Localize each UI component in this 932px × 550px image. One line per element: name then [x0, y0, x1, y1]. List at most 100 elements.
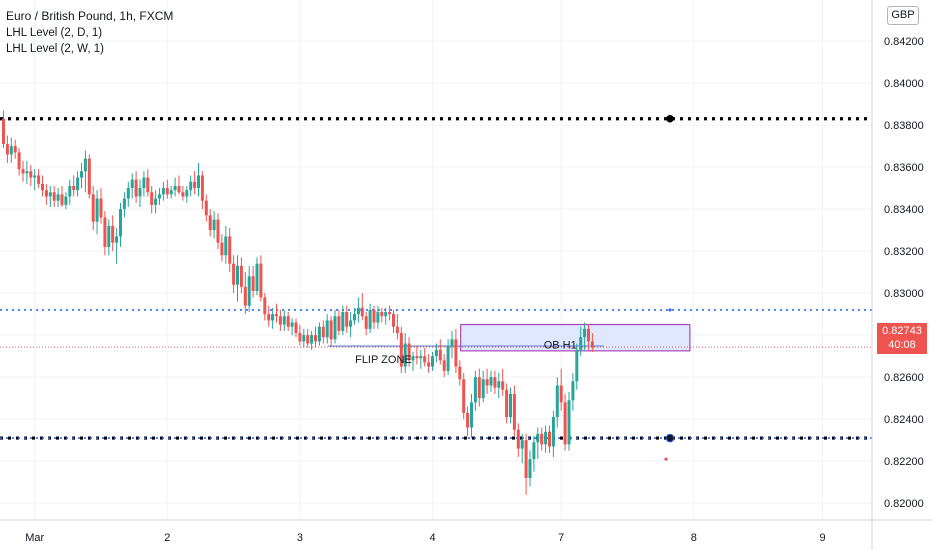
candle-body [228, 236, 232, 264]
candle-body [587, 328, 590, 342]
candle-body [477, 377, 481, 399]
candle-body [501, 381, 505, 390]
candle-body [411, 356, 415, 361]
candle-body [278, 316, 282, 325]
candle-body [571, 381, 575, 401]
candle-body [142, 177, 146, 189]
candle-body [275, 314, 278, 317]
candle-body [200, 175, 204, 201]
candle-body [29, 171, 33, 178]
candle-body [384, 312, 388, 317]
candle-body [505, 389, 509, 418]
levels [0, 114, 872, 461]
candle-body [509, 393, 512, 418]
candle-body [450, 339, 454, 346]
candle-body [481, 379, 485, 399]
y-tick-label: 0.82600 [884, 372, 924, 384]
candle-body [544, 431, 548, 445]
candle-body [48, 192, 52, 197]
candle-body [372, 309, 376, 323]
candle-body [368, 309, 372, 329]
candle-body [341, 312, 345, 331]
candle-body [267, 314, 271, 321]
candle-body [590, 341, 594, 348]
candle-body [165, 188, 169, 195]
candle-body [181, 192, 185, 197]
candle-body [512, 393, 516, 430]
candle-body [470, 402, 473, 428]
indicator-lhl-daily[interactable]: LHL Level (2, D, 1) [6, 26, 103, 39]
legend-title[interactable]: Euro / British Pound, 1h, FXCM [6, 9, 174, 23]
candle-body [33, 175, 37, 178]
candle-body [76, 177, 80, 191]
candle-body [575, 349, 579, 382]
candle-body [169, 190, 173, 195]
candle-body [130, 179, 134, 189]
candle-body [5, 143, 9, 155]
candle-body [2, 118, 5, 144]
candle-body [356, 307, 360, 315]
y-tick-label: 0.84000 [884, 78, 924, 90]
candle-body [516, 429, 520, 449]
candle-body [21, 169, 25, 174]
candle-body [56, 194, 60, 201]
x-tick-label: Mar [25, 532, 44, 544]
candle-body [126, 188, 130, 199]
candle-body [177, 185, 181, 193]
candle-body [282, 316, 286, 325]
candle-body [317, 326, 321, 342]
candle-body [314, 335, 317, 342]
candle-body [310, 335, 314, 344]
flip-zone-label: FLIP ZONE [355, 354, 412, 366]
candle-body [403, 343, 407, 367]
y-tick-label: 0.83000 [884, 288, 924, 300]
ob-h1-label: OB H1 [544, 340, 577, 352]
candle-body [321, 326, 325, 338]
candle-body [204, 200, 208, 216]
candle-body [528, 459, 532, 478]
candle-body [298, 333, 302, 342]
y-tick-label: 0.82400 [884, 414, 924, 426]
candle-body [364, 316, 368, 329]
y-tick-label: 0.83800 [884, 120, 924, 132]
candle-body [150, 192, 154, 205]
x-tick-label: 9 [819, 532, 825, 544]
candle-body [458, 366, 462, 380]
candle-body [107, 225, 111, 247]
candle-body [583, 328, 587, 338]
candle-body [216, 219, 220, 243]
candle-body [337, 316, 341, 331]
candle-body [173, 185, 177, 191]
candle-body [212, 219, 216, 231]
candle-body [247, 276, 251, 306]
candle-body [563, 402, 567, 445]
candle-body [415, 356, 419, 359]
candle-body [497, 381, 501, 388]
red-marker [664, 457, 668, 461]
candle-body [251, 276, 255, 292]
candle-body [122, 198, 126, 210]
candle-body [91, 194, 95, 222]
candle-body [524, 440, 528, 478]
candle-body [345, 312, 349, 327]
currency-badge[interactable]: GBP [887, 6, 919, 25]
candle-body [485, 379, 489, 386]
indicator-lhl-weekly[interactable]: LHL Level (2, W, 1) [6, 43, 105, 55]
candle-body [138, 188, 142, 197]
candle-body [325, 320, 329, 338]
zones [328, 324, 691, 352]
candle-body [532, 442, 536, 460]
candle-body [37, 175, 41, 184]
candle-body [555, 385, 559, 418]
current-price-tag: 0.82743 40:08 [877, 323, 927, 354]
candle-body [9, 146, 13, 155]
candle-body [380, 312, 384, 317]
candle-body [25, 171, 29, 174]
candle-body [119, 209, 122, 237]
x-tick-label: 2 [164, 532, 170, 544]
candle-body [286, 316, 290, 327]
candle-body [427, 362, 431, 367]
candle-body [189, 181, 193, 191]
